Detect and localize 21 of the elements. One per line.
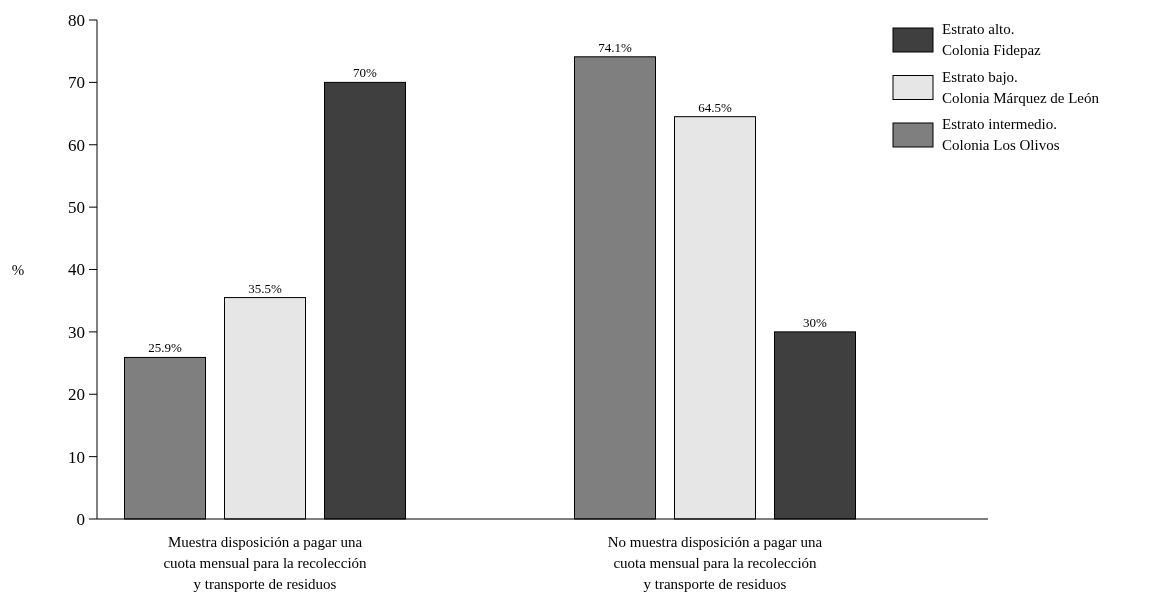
data-label: 30% <box>803 314 828 330</box>
data-label: 25.9% <box>148 340 182 356</box>
data-label: 35.5% <box>248 280 282 296</box>
y-tick-label: 30 <box>68 322 85 342</box>
legend-label: Estrato bajo. Colonia Márquez de León <box>942 68 1100 106</box>
legend-label: Estrato alto. Colonia Fidepaz <box>942 21 1042 58</box>
data-label: 74.1% <box>598 39 632 55</box>
legend-label: Estrato intermedio. Colonia Los Olivos <box>942 116 1060 153</box>
x-tick-label: No muestra disposición a pagar una cuota mensual para la recolección y transporte de residuos <box>607 534 823 592</box>
y-tick-label: 50 <box>68 198 85 218</box>
data-label: 64.5% <box>698 99 732 115</box>
y-tick-label: 10 <box>68 447 85 467</box>
y-tick-label: 40 <box>68 260 85 280</box>
y-tick-label: 60 <box>68 135 85 155</box>
y-tick-label: 0 <box>76 509 85 529</box>
x-tick-label: Muestra disposición a pagar una cuota mensual para la recolección y transporte de residuos <box>163 534 368 592</box>
y-tick-label: 70 <box>68 73 85 93</box>
y-tick-label: 20 <box>68 385 85 405</box>
data-label: 70% <box>353 65 378 81</box>
y-axis-title: % <box>11 261 25 278</box>
y-tick-label: 80 <box>68 10 85 30</box>
